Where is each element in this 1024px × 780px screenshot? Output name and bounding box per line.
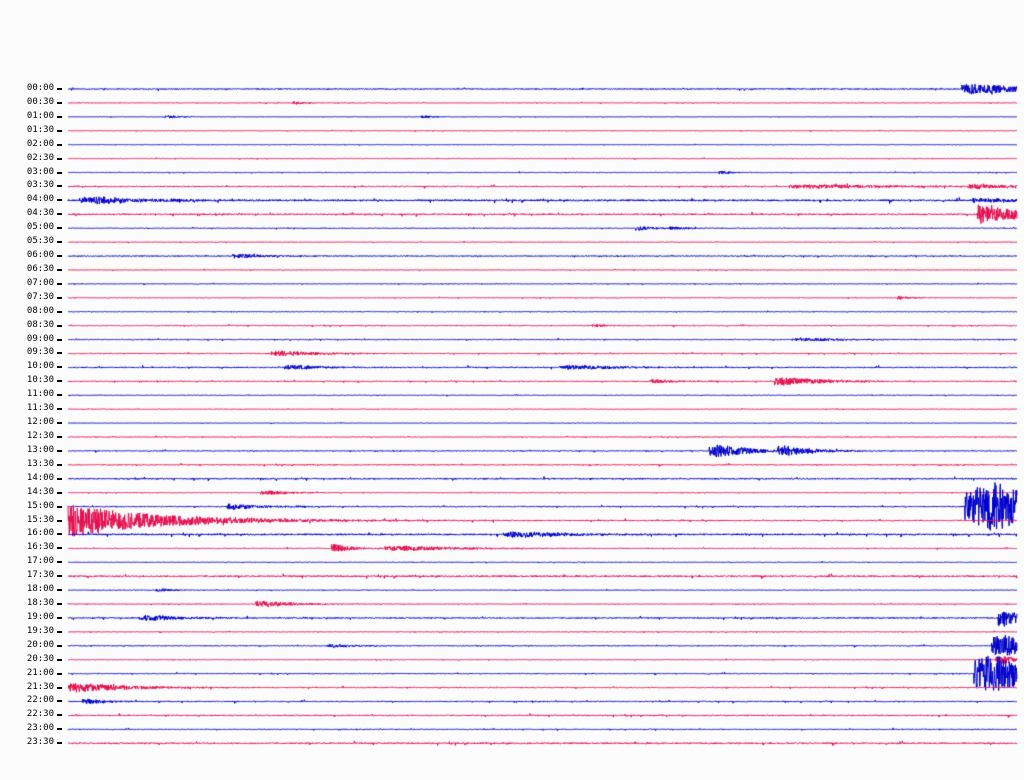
axis-tick xyxy=(57,519,62,522)
time-label: 18:00 xyxy=(26,584,54,595)
axis-tick xyxy=(57,672,62,675)
axis-tick xyxy=(57,129,62,132)
axis-tick xyxy=(57,436,62,438)
time-label: 06:30 xyxy=(26,263,54,274)
axis-tick xyxy=(57,115,62,118)
time-label: 03:30 xyxy=(26,180,54,191)
axis-tick xyxy=(57,213,62,216)
time-label: 23:00 xyxy=(26,723,54,734)
time-label: 21:30 xyxy=(26,681,54,692)
axis-tick xyxy=(57,547,62,550)
time-label: 12:30 xyxy=(26,431,54,441)
axis-tick xyxy=(57,658,62,661)
axis-tick xyxy=(57,380,62,383)
axis-tick xyxy=(57,171,62,174)
time-label: 08:30 xyxy=(26,319,54,330)
axis-tick xyxy=(57,616,62,619)
time-label: 04:00 xyxy=(26,194,54,205)
axis-tick xyxy=(57,477,62,480)
time-label: 02:00 xyxy=(26,138,54,149)
time-label: 07:30 xyxy=(26,291,54,302)
axis-tick xyxy=(57,268,62,271)
axis-tick xyxy=(57,143,62,146)
axis-tick xyxy=(57,742,62,745)
time-label: 06:00 xyxy=(26,250,54,261)
time-label: 10:00 xyxy=(26,361,54,372)
axis-tick xyxy=(57,700,62,703)
axis-tick xyxy=(57,575,62,578)
time-label: 00:00 xyxy=(26,83,54,93)
time-label: 17:30 xyxy=(26,570,54,581)
axis-tick xyxy=(57,338,62,341)
axis-tick xyxy=(57,199,62,202)
axis-tick xyxy=(57,88,62,90)
time-label: 09:00 xyxy=(26,333,54,344)
time-label: 15:30 xyxy=(26,514,54,525)
time-label: 20:00 xyxy=(26,639,54,650)
time-label: 13:00 xyxy=(26,444,54,455)
time-label: 16:00 xyxy=(26,528,54,539)
time-label: 08:00 xyxy=(26,305,54,316)
axis-tick xyxy=(57,491,62,494)
axis-tick xyxy=(57,686,62,689)
axis-tick xyxy=(57,324,62,327)
time-label: 13:30 xyxy=(26,458,54,469)
axis-tick xyxy=(57,533,62,536)
axis-tick xyxy=(57,505,62,508)
time-label: 09:30 xyxy=(26,347,54,358)
axis-tick xyxy=(57,728,62,731)
axis-tick xyxy=(57,101,62,104)
axis-tick xyxy=(57,644,62,647)
time-label: 19:00 xyxy=(26,611,54,622)
time-label: 11:00 xyxy=(26,389,54,400)
axis-tick xyxy=(57,282,62,285)
time-label: 17:00 xyxy=(26,556,54,567)
axis-tick xyxy=(57,157,62,160)
axis-tick xyxy=(57,227,62,230)
axis-tick xyxy=(57,394,62,397)
axis-tick xyxy=(57,352,62,355)
time-label: 22:00 xyxy=(26,695,54,706)
axis-tick xyxy=(57,422,62,425)
time-label: 18:30 xyxy=(26,598,54,609)
time-label: 01:00 xyxy=(26,110,54,121)
axis-tick xyxy=(57,366,62,369)
axis-tick xyxy=(57,630,62,633)
time-label: 01:30 xyxy=(26,124,54,135)
axis-tick xyxy=(57,408,62,411)
axis-tick xyxy=(57,463,62,466)
axis-tick xyxy=(57,255,62,258)
axis-tick xyxy=(57,603,62,606)
time-label: 20:30 xyxy=(26,653,54,664)
time-label: 05:30 xyxy=(26,236,54,247)
time-label: 19:30 xyxy=(26,625,54,636)
time-label: 22:30 xyxy=(26,709,54,720)
axis-tick xyxy=(57,310,62,313)
time-label: 03:00 xyxy=(26,166,54,177)
axis-tick xyxy=(57,714,62,717)
time-label: 23:30 xyxy=(26,737,54,748)
axis-tick xyxy=(57,241,62,244)
axis-tick xyxy=(57,185,62,188)
time-label: 05:00 xyxy=(26,222,54,233)
time-label: 16:30 xyxy=(26,542,54,553)
time-label: 11:30 xyxy=(26,403,54,414)
axis-tick xyxy=(57,561,62,564)
time-label: 04:30 xyxy=(26,208,54,219)
time-label: 14:30 xyxy=(26,486,54,497)
time-label: 21:00 xyxy=(26,667,54,678)
axis-tick xyxy=(57,589,62,592)
time-label: 15:00 xyxy=(26,500,54,511)
time-label: 00:30 xyxy=(26,96,54,107)
axis-tick xyxy=(57,449,62,452)
time-label: 02:30 xyxy=(26,152,54,163)
time-label: 10:30 xyxy=(26,375,54,386)
time-label: 12:00 xyxy=(26,417,54,428)
time-label: 14:00 xyxy=(26,472,54,483)
time-label: 07:00 xyxy=(26,277,54,288)
axis-tick xyxy=(57,296,62,299)
